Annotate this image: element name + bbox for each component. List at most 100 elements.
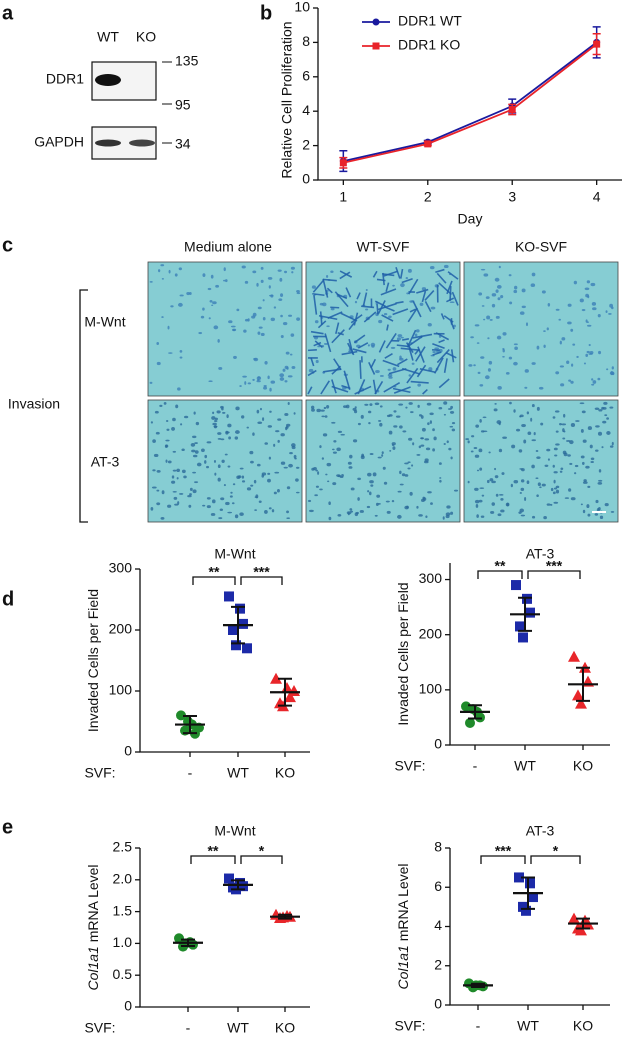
stained-cell <box>479 487 485 489</box>
stained-cell <box>450 511 454 515</box>
stained-cell <box>336 447 341 452</box>
stained-cell <box>396 337 401 341</box>
stained-cell <box>280 433 285 437</box>
column-label: WT-SVF <box>357 239 410 255</box>
x-tick-label: WT <box>227 1020 249 1036</box>
stained-cell <box>267 375 270 380</box>
stained-cell <box>349 508 353 511</box>
stained-cell <box>446 280 453 295</box>
stained-cell <box>506 502 509 507</box>
stained-cell <box>379 405 383 408</box>
stained-cell <box>570 497 576 501</box>
stained-cell <box>407 307 418 323</box>
stained-cell <box>167 460 172 464</box>
stained-cell <box>482 416 487 419</box>
stained-cell <box>559 422 562 426</box>
panel-label: b <box>260 2 272 24</box>
stained-cell <box>598 479 603 482</box>
stained-cell <box>252 378 255 381</box>
stained-cell <box>368 421 371 425</box>
stained-cell <box>603 401 608 405</box>
stained-cell <box>611 366 614 370</box>
stained-cell <box>546 503 551 506</box>
stained-cell <box>212 422 217 426</box>
stained-cell <box>234 514 239 519</box>
stained-cell <box>543 344 546 348</box>
stained-cell <box>582 481 588 484</box>
stained-cell <box>156 470 161 473</box>
stained-cell <box>315 469 319 472</box>
stained-cell <box>264 509 268 514</box>
stained-cell <box>513 409 516 413</box>
stained-cell <box>519 414 524 418</box>
stained-cell <box>585 465 590 469</box>
significance-bracket <box>480 855 526 864</box>
stained-cell <box>595 499 599 504</box>
stained-cell <box>439 479 442 483</box>
row-label: M-Wnt <box>84 314 125 330</box>
stained-cell <box>531 439 537 442</box>
stained-cell <box>526 411 530 415</box>
stained-cell <box>286 510 289 514</box>
stained-cell <box>406 505 409 509</box>
stained-cell <box>405 277 409 280</box>
stained-cell <box>258 326 263 329</box>
stained-cell <box>239 512 244 516</box>
stained-cell <box>159 404 163 407</box>
stained-cell <box>416 364 427 378</box>
stained-cell <box>505 372 510 375</box>
stained-cell <box>575 420 580 422</box>
stained-cell <box>206 441 212 444</box>
significance-label: * <box>553 843 559 859</box>
point <box>475 712 485 723</box>
stained-cell <box>567 321 572 325</box>
stained-cell <box>395 301 404 304</box>
stained-cell <box>264 360 268 365</box>
column-label: Medium alone <box>184 239 272 255</box>
stained-cell <box>377 300 386 315</box>
panel-label: a <box>2 2 14 24</box>
stained-cell <box>370 358 377 369</box>
stained-cell <box>360 414 364 419</box>
stained-cell <box>331 379 337 394</box>
stained-cell <box>500 509 505 513</box>
stained-cell <box>241 265 246 269</box>
stained-cell <box>357 477 361 481</box>
stained-cell <box>438 406 443 410</box>
stained-cell <box>160 264 165 267</box>
stained-cell <box>280 461 286 465</box>
stained-cell <box>319 302 324 306</box>
stained-cell <box>523 439 527 444</box>
stained-cell <box>386 510 391 514</box>
stained-cell <box>307 369 317 377</box>
stained-cell <box>604 502 609 507</box>
stained-cell <box>586 350 590 354</box>
stained-cell <box>268 285 271 289</box>
stained-cell <box>480 268 486 271</box>
x-tick-label: WT <box>517 1018 539 1034</box>
stained-cell <box>247 382 252 385</box>
stained-cell <box>326 462 332 467</box>
stained-cell <box>474 324 480 327</box>
stained-cell <box>509 301 513 305</box>
stained-cell <box>489 478 494 482</box>
stained-cell <box>322 433 328 437</box>
stained-cell <box>602 420 607 424</box>
stained-cell <box>178 267 182 271</box>
stained-cell <box>513 289 518 294</box>
point <box>270 672 282 684</box>
stained-cell <box>330 307 335 311</box>
stained-cell <box>382 466 386 470</box>
stained-cell <box>424 438 430 441</box>
stained-cell <box>156 502 161 506</box>
stained-cell <box>328 516 332 521</box>
stained-cell <box>161 490 165 495</box>
stained-cell <box>357 379 366 395</box>
stained-cell <box>610 511 615 513</box>
stained-cell <box>369 480 374 484</box>
stained-cell <box>246 487 252 491</box>
stained-cell <box>586 280 591 284</box>
stained-cell <box>177 501 180 505</box>
stained-cell <box>375 369 380 374</box>
stained-cell <box>587 324 592 327</box>
